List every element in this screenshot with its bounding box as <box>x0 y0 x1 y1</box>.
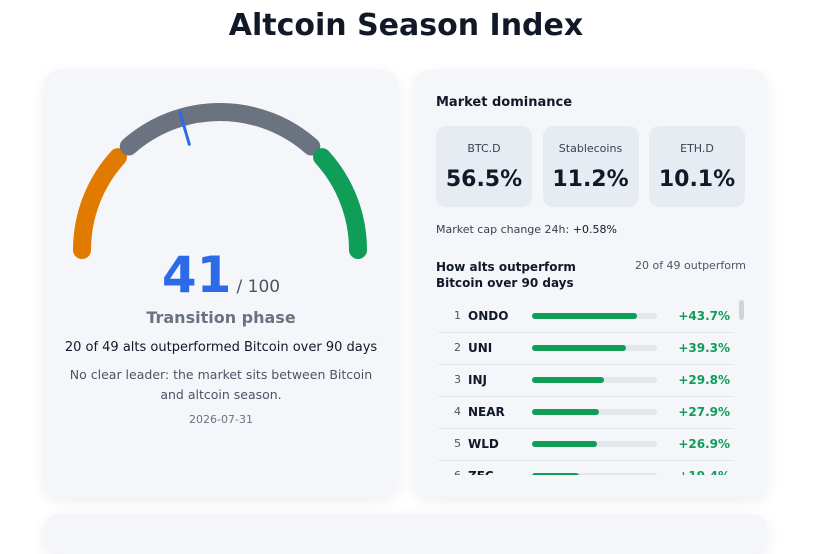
value-label: +43.7% <box>678 309 730 323</box>
index-card: 41 / 100 Transition phase 20 of 49 alts … <box>44 70 398 497</box>
dominance-box: Stablecoins 11.2% <box>542 126 639 207</box>
value-label: +19.4% <box>678 469 730 475</box>
dominance-card: Market dominance BTC.D 56.5% Stablecoins 11… <box>414 70 768 497</box>
symbol: UNI <box>468 341 493 355</box>
gauge <box>73 103 367 259</box>
gauge-low <box>73 148 127 259</box>
bar <box>532 377 604 383</box>
dominance-box: ETH.D 10.1% <box>649 126 745 207</box>
symbol: ZEC <box>468 469 494 475</box>
bar <box>532 345 627 351</box>
bar <box>532 409 600 415</box>
change-label: Market cap change 24h: <box>436 223 570 236</box>
symbol: ONDO <box>468 309 509 323</box>
bar <box>532 473 579 475</box>
rank: 1 <box>454 309 461 322</box>
index-max: / 100 <box>236 277 281 297</box>
value-label: +29.8% <box>678 373 730 387</box>
date: 2026-07-31 <box>189 413 253 426</box>
outperform-title: How alts outperform Bitcoin over 90 days <box>436 260 576 290</box>
outperform-row: 4 NEAR +27.9% <box>438 396 734 429</box>
dominance-value: 11.2% <box>552 167 629 192</box>
phase: Transition phase <box>146 308 296 327</box>
rank: 3 <box>454 373 461 386</box>
description: No clear leader: the market sits between… <box>69 367 373 402</box>
symbol: INJ <box>468 373 487 387</box>
change-value: +0.58% <box>572 223 617 236</box>
bar <box>532 313 637 319</box>
dominance-label: ETH.D <box>680 142 714 155</box>
dominance-label: BTC.D <box>467 142 501 155</box>
dominance-box: BTC.D 56.5% <box>436 126 532 207</box>
gauge-high <box>313 148 367 259</box>
index-value: 41 <box>161 246 232 304</box>
next-card <box>44 514 768 554</box>
outperform-row: 3 INJ +29.8% <box>438 364 734 397</box>
outperform-row: 6 ZEC +19.4% <box>438 460 734 475</box>
outperform-count: 20 of 49 outperform <box>634 259 746 272</box>
gauge-needle <box>178 110 191 146</box>
gauge-mid <box>119 103 321 156</box>
dominance-value: 56.5% <box>445 167 523 192</box>
page: Altcoin Season Index 41 / 100 Transition… <box>44 8 768 554</box>
dominance-title: Market dominance <box>436 95 573 110</box>
value-label: +39.3% <box>678 341 730 355</box>
dominance-label: Stablecoins <box>558 142 623 155</box>
outperform-row: 1 ONDO +43.7% <box>438 300 734 333</box>
page-title: Altcoin Season Index <box>228 8 584 43</box>
index-readout: 41 / 100 <box>44 246 398 304</box>
dominance-value: 10.1% <box>658 167 736 192</box>
bar-track <box>532 473 657 475</box>
change: Market cap change 24h: +0.58% <box>436 223 617 236</box>
rank: 2 <box>454 341 461 354</box>
value-label: +27.9% <box>678 405 730 419</box>
outperform-row: 5 WLD +26.9% <box>438 428 734 461</box>
rank: 4 <box>454 405 461 418</box>
bar <box>532 441 597 447</box>
scrollbar[interactable] <box>739 300 744 320</box>
outperform-row: 2 UNI +39.3% <box>438 332 734 365</box>
outperform-list: 1 ONDO +43.7% 2 UNI +39.3% 3 INJ +29.8% 4 NEAR +27.… <box>414 300 768 475</box>
rank: 5 <box>454 437 461 450</box>
rank: 6 <box>454 469 461 475</box>
symbol: WLD <box>468 437 499 451</box>
value-label: +26.9% <box>678 437 730 451</box>
symbol: NEAR <box>468 405 505 419</box>
summary: 20 of 49 alts outperformed Bitcoin over … <box>64 340 378 355</box>
